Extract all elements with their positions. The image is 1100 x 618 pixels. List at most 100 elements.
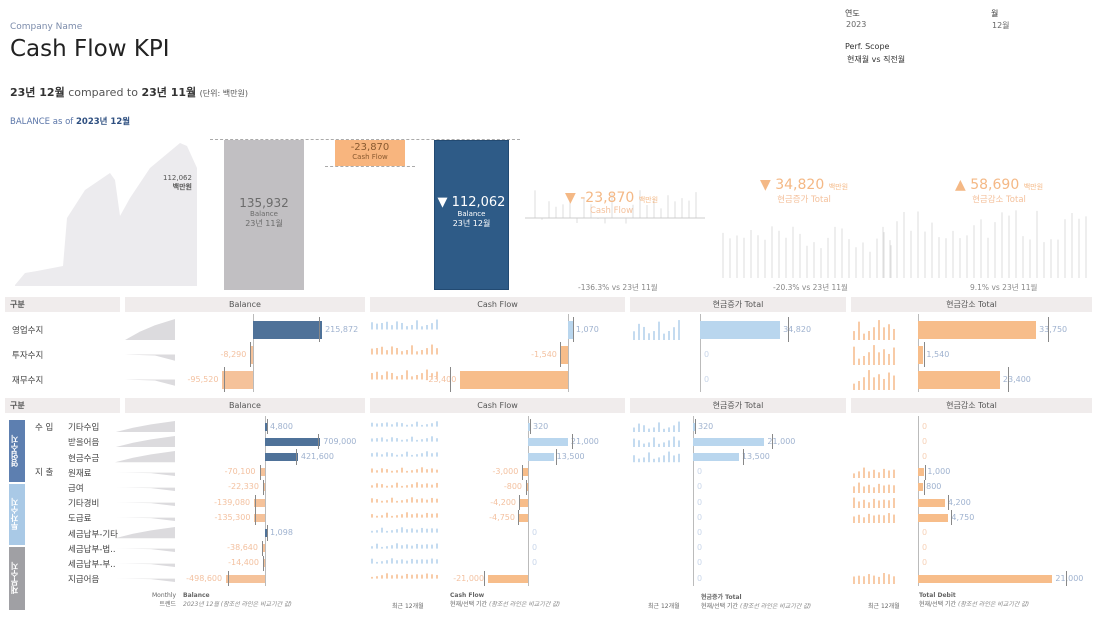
sparkline (115, 548, 175, 552)
column-header-decrease[interactable]: 현금감소 Total (851, 398, 1092, 413)
row-label: 기타경비 (68, 499, 100, 510)
spark-area (115, 451, 175, 463)
value-label: 0 (922, 436, 928, 446)
value-bar[interactable] (528, 452, 554, 462)
group-investing[interactable]: 투자수지 (9, 484, 25, 545)
value-bar[interactable] (222, 370, 253, 389)
value-bar[interactable] (918, 370, 1000, 389)
value-label: 0 (697, 467, 703, 477)
axis-line (693, 416, 694, 587)
period-subtitle: 23년 12월 compared to 23년 11월 (단위: 백만원) (10, 84, 248, 100)
value-bar[interactable] (918, 498, 945, 507)
curr-balance-bar[interactable]: ▼ 112,062 Balance 23년 12월 (434, 140, 509, 290)
value-label: 1,540 (926, 349, 950, 359)
sparkline (115, 517, 175, 522)
value-label: 0 (697, 558, 703, 568)
group-financing[interactable]: 재무수지 (9, 547, 25, 610)
reference-line (296, 449, 298, 465)
reference-line (254, 510, 256, 526)
value-bar[interactable] (226, 574, 265, 583)
value-label: 1,000 (927, 467, 951, 477)
value-bar[interactable] (528, 437, 568, 446)
cashflow-bar[interactable]: -23,870 Cash Flow (335, 140, 405, 166)
value-bar[interactable] (265, 452, 298, 462)
reference-line (556, 449, 558, 465)
value-bar[interactable] (918, 483, 924, 492)
footer-balance: Balance 2023년 12월 (참조선 라인은 비교기간 값) (183, 592, 292, 608)
column-header-category[interactable]: 구분 (5, 398, 120, 413)
value-bar[interactable] (520, 498, 528, 507)
sparkline (125, 319, 175, 340)
value-bar[interactable] (693, 422, 695, 431)
prev-balance-bar[interactable]: 135,932 Balance 23년 11월 (224, 140, 304, 290)
value-bar[interactable] (918, 513, 949, 522)
axis-line (568, 314, 569, 392)
value-bar[interactable] (253, 320, 323, 339)
value-label: 23,400 (1002, 374, 1031, 384)
spark-area (115, 517, 175, 522)
row-label: 재무수지 (12, 376, 44, 386)
sparkline (853, 573, 895, 585)
value-label: 0 (697, 528, 703, 537)
column-header-balance[interactable]: Balance (125, 297, 365, 312)
value-bar[interactable] (488, 574, 528, 583)
value-bar[interactable] (526, 483, 528, 492)
value-label: 21,000 (767, 436, 796, 446)
row-label: 받을어음 (68, 438, 100, 449)
reference-line (951, 510, 953, 526)
value-label: -3,000 (492, 467, 519, 477)
value-label: 1,070 (575, 324, 599, 334)
month-filter[interactable]: 12월 (992, 21, 1010, 30)
spark-area (115, 502, 175, 506)
column-header-increase[interactable]: 현금증가 Total (630, 297, 846, 312)
reference-line (317, 434, 319, 450)
page-title: Cash Flow KPI (10, 36, 170, 62)
value-bar[interactable] (259, 468, 265, 477)
value-bar[interactable] (261, 544, 265, 553)
reference-line (771, 434, 773, 450)
column-header-balance[interactable]: Balance (125, 398, 365, 413)
scope-filter[interactable]: 현재월 vs 직전월 (847, 55, 906, 64)
value-bar[interactable] (918, 574, 1053, 583)
kpi-decrease: ▲ 58,690 백만원 현금감소 Total (955, 177, 1044, 205)
row-label: 원재료 (68, 468, 92, 479)
reference-line (263, 479, 265, 495)
row-label: 투자수지 (12, 351, 44, 361)
sparkline (853, 345, 895, 365)
column-header-decrease[interactable]: 현금감소 Total (851, 297, 1092, 312)
column-header-category[interactable]: 구분 (5, 297, 120, 312)
value-bar[interactable] (693, 437, 765, 446)
value-bar[interactable] (265, 422, 267, 431)
reference-line (449, 367, 451, 392)
sparkline (115, 487, 175, 491)
value-bar[interactable] (918, 345, 924, 364)
value-bar[interactable] (693, 452, 739, 462)
value-label: -23,400 (425, 374, 457, 384)
value-bar[interactable] (265, 528, 267, 538)
sparkline (853, 513, 895, 524)
value-bar[interactable] (568, 320, 573, 339)
column-header-cashflow[interactable]: Cash Flow (370, 297, 625, 312)
footer-decrease: Total Debit 현재/선택 기간 (참조선 라인은 비교기간 값) (919, 592, 1030, 608)
value-bar[interactable] (250, 345, 253, 364)
value-label: 0 (697, 573, 703, 583)
value-bar[interactable] (522, 468, 528, 477)
value-bar[interactable] (560, 345, 568, 364)
value-label: 0 (922, 528, 928, 537)
year-filter[interactable]: 2023 (846, 20, 867, 29)
value-bar[interactable] (528, 422, 530, 431)
column-header-increase[interactable]: 현금증가 Total (630, 398, 846, 413)
year-filter-label: 연도 (845, 9, 860, 18)
value-bar[interactable] (254, 513, 265, 522)
value-bar[interactable] (460, 370, 568, 389)
value-bar[interactable] (254, 498, 265, 507)
value-bar[interactable] (518, 513, 528, 522)
value-bar[interactable] (700, 320, 781, 339)
value-bar[interactable] (265, 437, 321, 446)
asof-label: BALANCE as of (10, 117, 74, 127)
value-bar[interactable] (918, 320, 1037, 339)
column-header-cashflow[interactable]: Cash Flow (370, 398, 625, 413)
scope-filter-label: Perf. Scope (845, 42, 890, 51)
group-operating[interactable]: 영업수지 (9, 420, 25, 482)
value-bar[interactable] (918, 468, 925, 477)
